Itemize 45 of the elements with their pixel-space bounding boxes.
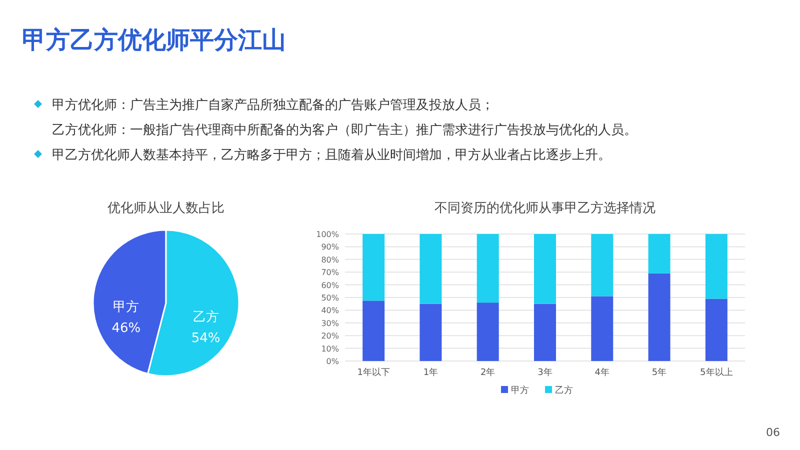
x-tick-label: 4年: [594, 367, 610, 378]
text: 06: [766, 426, 780, 439]
bar: [476, 234, 499, 303]
x-tick-label: 1年: [423, 367, 438, 378]
chart-title: 优化师从业人数占比: [108, 201, 224, 216]
bar: [648, 273, 670, 361]
y-tick-label: 20%: [321, 332, 340, 341]
text: 甲乙方优化师人数基本持平，乙方略多于甲方；且随着从业时间增加，甲方从业者占比逐步上升。: [52, 147, 611, 163]
bar: [362, 300, 385, 361]
bar: [420, 234, 442, 304]
x-tick-label: 3年: [538, 367, 552, 378]
x-tick-label: 5年: [652, 367, 667, 378]
y-tick-label: 80%: [321, 255, 340, 264]
bar: [534, 304, 556, 361]
bar: [591, 234, 614, 296]
text: 甲方乙方优化师平分江山: [22, 26, 286, 54]
data-label: 46%: [112, 320, 141, 336]
slice-label: 乙方: [192, 309, 219, 326]
y-tick-label: 40%: [321, 306, 340, 316]
y-tick-label: 50%: [321, 294, 340, 302]
bar: [534, 234, 556, 304]
slice-label: 甲方: [113, 298, 140, 315]
chart-title: 不同资历的优化师从事甲乙方选择情况: [434, 200, 656, 216]
y-tick-label: 90%: [321, 242, 340, 252]
bar: [705, 298, 728, 361]
bar: [362, 234, 385, 301]
bar: [420, 304, 442, 361]
x-tick-label: 2年: [480, 367, 496, 378]
y-tick-label: 100%: [316, 230, 340, 239]
x-tick-label: 5年以上: [700, 367, 733, 378]
y-tick-label: 30%: [321, 318, 340, 328]
y-tick-label: 0%: [326, 357, 340, 366]
legend-label: 甲方: [511, 385, 529, 396]
bar: [476, 302, 499, 361]
bar: [648, 234, 670, 274]
text: 甲方优化师：广告主为推广自家产品所独立配备的广告账户管理及投放人员；: [52, 97, 494, 113]
y-tick-label: 10%: [321, 344, 340, 354]
x-tick-label: 1年以下: [357, 367, 390, 378]
bar: [591, 296, 614, 361]
bar: [705, 234, 728, 299]
y-tick-label: 60%: [321, 280, 340, 290]
text: 乙方优化师：一般指广告代理商中所配备的为客户（即广告主）推广需求进行广告投放与优化的人员。: [52, 122, 637, 138]
legend-label: 乙方: [555, 385, 573, 396]
y-tick-label: 70%: [321, 268, 340, 278]
data-label: 54%: [191, 331, 220, 346]
